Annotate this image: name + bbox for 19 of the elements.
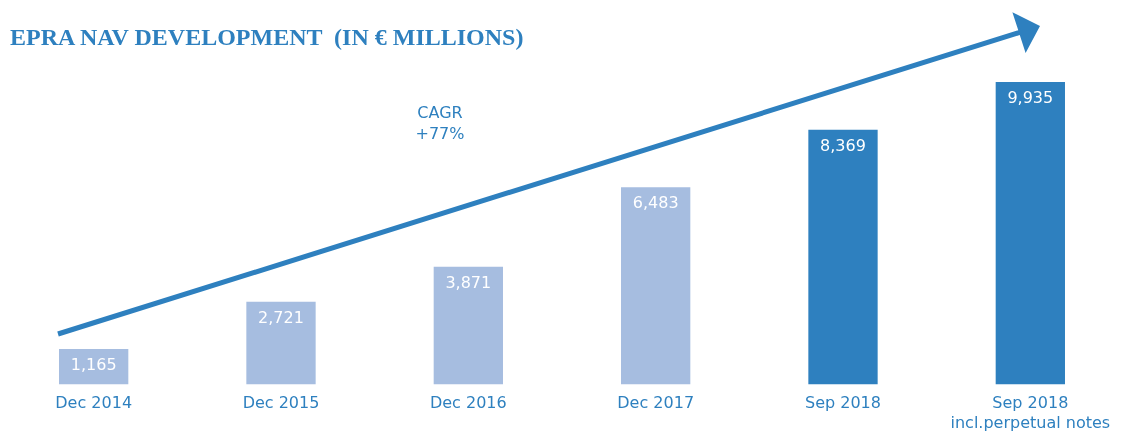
x-tick-label: Dec 2014 (55, 393, 133, 413)
x-tick-label: Dec 2017 (617, 393, 695, 413)
data-label: 8,369 (820, 135, 866, 155)
bar (246, 301, 316, 385)
data-label: 2,721 (258, 307, 304, 327)
data-label: 9,935 (1007, 88, 1054, 108)
bar (808, 129, 878, 385)
chart-title: EPRA NAV DEVELOPMENT (IN € MILLIONS) (10, 24, 524, 51)
x-tick-label: Dec 2015 (242, 393, 320, 413)
data-label: 3,871 (445, 272, 492, 292)
x-tick-label: Dec 2016 (429, 393, 507, 413)
bar (995, 81, 1065, 385)
x-tick-label: Sep 2018 incl.perpetual notes (950, 393, 1111, 432)
bar (433, 266, 503, 385)
bar (621, 187, 691, 385)
data-label: 1,165 (70, 355, 117, 375)
x-tick-label: Sep 2018 (805, 393, 881, 413)
data-label: 6,483 (632, 193, 679, 213)
annotation: CAGR +77% (414, 102, 466, 144)
